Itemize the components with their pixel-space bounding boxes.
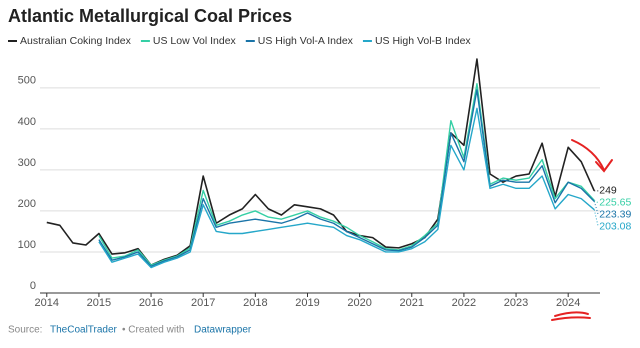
credit-prefix: • Created with bbox=[122, 325, 184, 336]
label-leader bbox=[593, 209, 599, 227]
y-tick-label: 200 bbox=[18, 198, 36, 210]
x-tick-label: 2014 bbox=[35, 297, 59, 309]
legend-label: US High Vol-A Index bbox=[258, 35, 354, 47]
annotation bbox=[551, 139, 613, 321]
end-label: 223.39 bbox=[599, 209, 631, 221]
end-label: 249 bbox=[599, 185, 617, 197]
source-prefix: Source: bbox=[8, 325, 42, 336]
source: TheCoalTrader bbox=[50, 325, 118, 336]
x-tick-label: 2020 bbox=[347, 297, 371, 309]
x-tick-label: 2021 bbox=[400, 297, 424, 309]
end-label: 203.08 bbox=[599, 221, 631, 233]
series-line bbox=[98, 89, 595, 268]
series-line bbox=[98, 107, 595, 269]
end-label: 225.65 bbox=[599, 197, 631, 209]
y-tick-label: 300 bbox=[18, 157, 36, 169]
x-tick-label: 2019 bbox=[295, 297, 319, 309]
series-line bbox=[98, 83, 595, 266]
x-tick-label: 2024 bbox=[556, 297, 580, 309]
chart-title: Atlantic Metallurgical Coal Prices bbox=[8, 6, 292, 26]
y-tick-label: 100 bbox=[18, 239, 36, 251]
legend-label: US Low Vol Index bbox=[153, 35, 237, 47]
x-tick-label: 2018 bbox=[243, 297, 267, 309]
legend-label: US High Vol-B Index bbox=[375, 35, 471, 47]
y-tick-label: 400 bbox=[18, 116, 36, 128]
credit: Datawrapper bbox=[194, 325, 252, 336]
y-tick-label: 0 bbox=[30, 280, 36, 292]
x-tick-label: 2015 bbox=[87, 297, 111, 309]
x-tick-label: 2017 bbox=[191, 297, 215, 309]
x-tick-label: 2023 bbox=[504, 297, 528, 309]
legend-label: Australian Coking Index bbox=[20, 35, 132, 47]
x-tick-label: 2022 bbox=[452, 297, 476, 309]
x-tick-label: 2016 bbox=[139, 297, 163, 309]
y-tick-label: 500 bbox=[18, 75, 36, 87]
label-leader bbox=[594, 199, 599, 204]
series-line bbox=[46, 58, 595, 266]
